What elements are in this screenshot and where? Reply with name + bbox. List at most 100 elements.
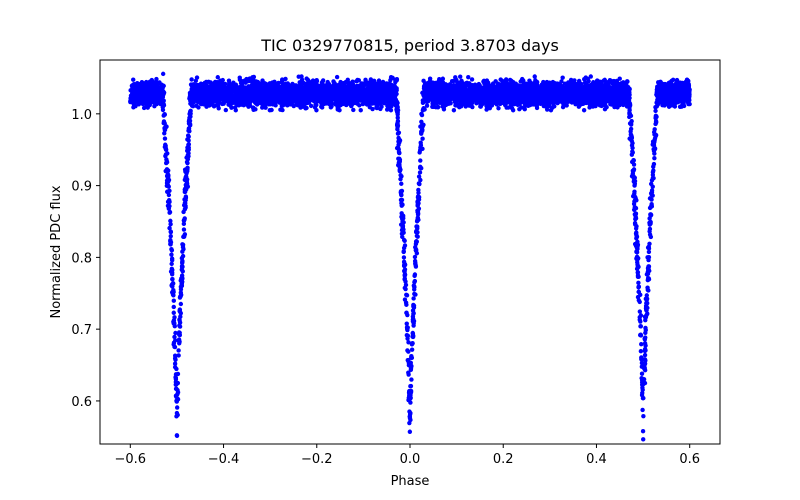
data-point: [639, 355, 644, 361]
data-point: [639, 371, 645, 376]
data-point: [411, 323, 416, 328]
data-point: [398, 167, 403, 172]
data-point: [183, 175, 188, 180]
data-point: [643, 335, 648, 340]
data-point: [409, 377, 414, 382]
data-point: [628, 126, 634, 132]
data-point: [638, 324, 643, 329]
data-point: [440, 76, 446, 81]
data-point: [414, 233, 420, 239]
data-point: [648, 191, 654, 196]
data-point: [647, 241, 652, 246]
data-point: [496, 106, 501, 111]
data-point: [308, 103, 314, 109]
data-point: [440, 104, 445, 109]
data-point: [172, 334, 177, 340]
data-point: [416, 187, 421, 193]
data-point: [647, 196, 653, 201]
data-point: [640, 407, 645, 413]
data-point: [632, 198, 638, 203]
data-point: [354, 78, 359, 84]
data-point: [131, 77, 136, 82]
data-point: [418, 140, 423, 145]
data-point: [582, 80, 588, 85]
data-point: [404, 332, 410, 338]
data-point: [171, 310, 176, 315]
data-point: [194, 75, 200, 80]
data-point: [181, 227, 187, 232]
data-point: [637, 315, 642, 320]
data-point: [499, 78, 505, 83]
data-point: [176, 353, 181, 358]
data-point: [410, 308, 416, 313]
data-point: [162, 136, 168, 141]
data-point: [388, 108, 394, 113]
data-point: [182, 207, 188, 212]
data-point: [550, 79, 556, 85]
data-point: [628, 122, 634, 127]
data-point: [409, 355, 414, 360]
data-point: [162, 131, 167, 136]
data-point: [183, 182, 188, 188]
data-point: [280, 107, 285, 113]
data-point: [419, 111, 424, 117]
data-point: [196, 105, 201, 110]
data-point: [645, 285, 650, 290]
data-point: [643, 325, 648, 331]
data-point: [454, 101, 459, 107]
data-point: [181, 246, 186, 252]
data-point: [661, 81, 666, 87]
data-point: [402, 267, 408, 272]
data-point: [303, 106, 308, 111]
data-point: [228, 103, 233, 108]
data-point: [643, 330, 648, 336]
data-point: [640, 429, 646, 434]
data-point: [180, 258, 185, 264]
data-point: [399, 174, 404, 179]
data-point: [299, 74, 304, 79]
data-point: [413, 247, 419, 253]
data-point: [173, 357, 178, 362]
data-point: [181, 221, 187, 227]
data-point: [396, 130, 402, 135]
data-point: [654, 104, 659, 109]
data-point: [334, 74, 340, 80]
chart-title: TIC 0329770815, period 3.8703 days: [260, 36, 559, 55]
data-point: [178, 314, 183, 319]
data-point: [229, 82, 235, 88]
data-point: [215, 79, 220, 85]
data-point: [401, 249, 406, 254]
data-point: [408, 367, 414, 372]
data-point: [408, 383, 414, 389]
data-point: [656, 80, 662, 86]
data-point: [363, 77, 368, 83]
data-point: [477, 99, 482, 105]
data-point: [168, 218, 173, 224]
data-point: [454, 78, 459, 83]
data-point: [180, 242, 186, 247]
data-point: [400, 218, 405, 224]
data-point: [569, 100, 575, 105]
data-point: [466, 74, 471, 80]
data-point: [632, 183, 637, 188]
data-point: [358, 108, 363, 113]
data-point: [208, 80, 213, 85]
data-point: [646, 257, 651, 263]
data-point: [185, 156, 191, 162]
data-point: [581, 108, 587, 113]
data-point: [633, 211, 639, 216]
data-point: [395, 115, 400, 120]
data-points: [128, 71, 692, 442]
data-point: [172, 323, 177, 329]
data-point: [173, 374, 178, 380]
data-point: [186, 142, 192, 147]
data-point: [652, 156, 657, 161]
data-point: [215, 75, 220, 80]
data-point: [520, 76, 525, 82]
data-point: [458, 74, 463, 79]
data-point: [410, 317, 416, 322]
data-point: [417, 170, 423, 175]
data-point: [406, 372, 411, 377]
data-point: [287, 102, 293, 107]
data-point: [250, 76, 256, 82]
